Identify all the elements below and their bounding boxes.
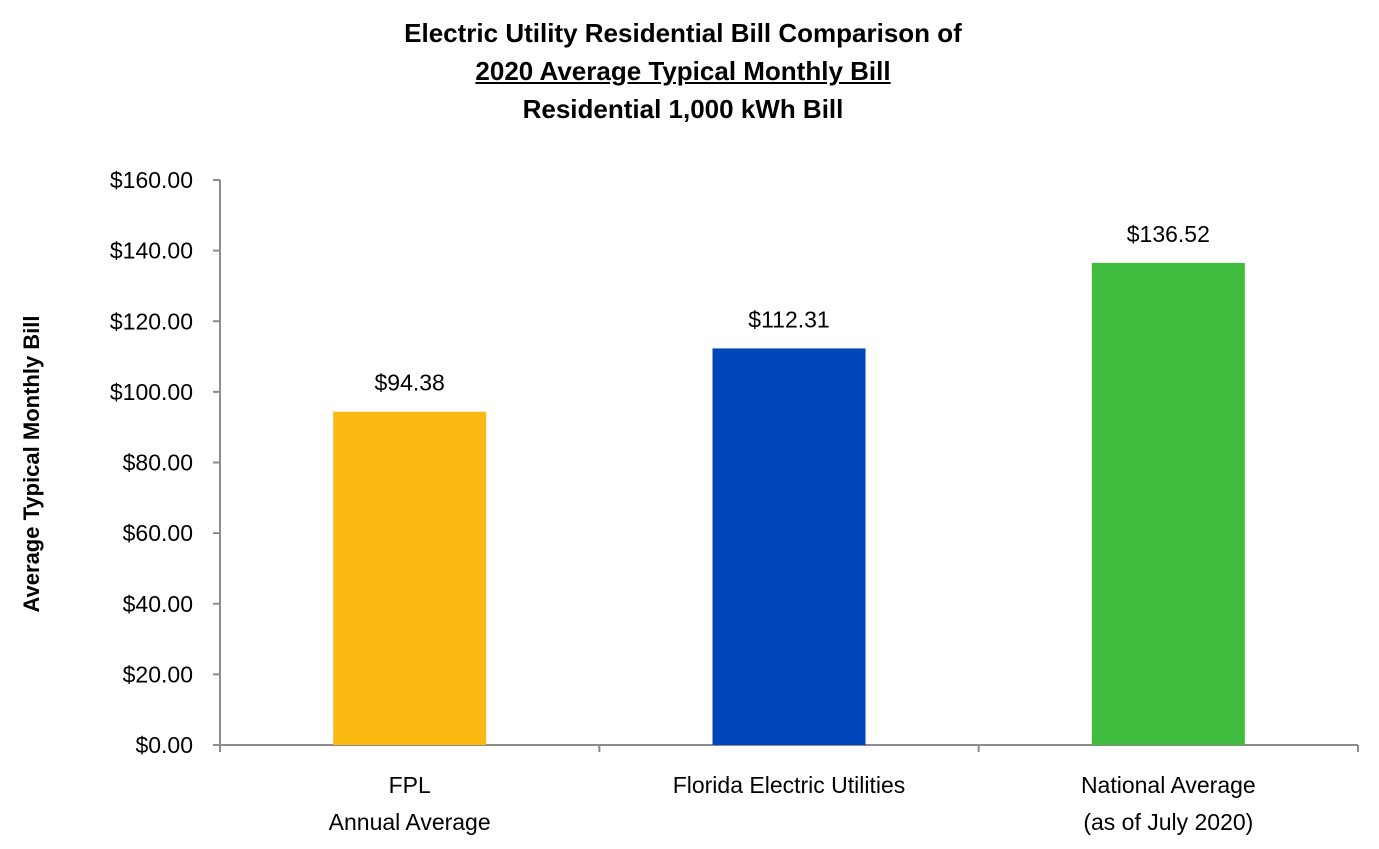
bar [333, 411, 487, 745]
data-label: $94.38 [374, 370, 444, 396]
x-tick-label: National Average [1081, 772, 1256, 798]
y-tick-label: $0.00 [135, 732, 193, 758]
chart-title: Electric Utility Residential Bill Compar… [404, 18, 962, 48]
y-tick-label: $160.00 [110, 167, 193, 193]
chart-subtitle: 2020 Average Typical Monthly Bill [475, 56, 891, 86]
bar [1091, 262, 1245, 745]
y-tick-label: $140.00 [110, 238, 193, 264]
y-tick-label: $60.00 [123, 520, 193, 546]
x-tick-label: (as of July 2020) [1083, 809, 1253, 835]
bar [712, 348, 866, 745]
x-tick-label: FPL [389, 772, 431, 798]
y-tick-label: $80.00 [123, 450, 193, 476]
data-label: $136.52 [1127, 221, 1210, 247]
x-tick-label: Florida Electric Utilities [673, 772, 906, 798]
y-tick-label: $100.00 [110, 379, 193, 405]
chart-subtitle-2: Residential 1,000 kWh Bill [522, 94, 844, 124]
y-tick-label: $40.00 [123, 591, 193, 617]
x-tick-label: Annual Average [329, 809, 491, 835]
chart-title-block: Electric Utility Residential Bill Compar… [0, 14, 1366, 128]
y-tick-label: $20.00 [123, 661, 193, 687]
data-label: $112.31 [748, 306, 829, 332]
y-tick-label: $120.00 [110, 308, 193, 334]
